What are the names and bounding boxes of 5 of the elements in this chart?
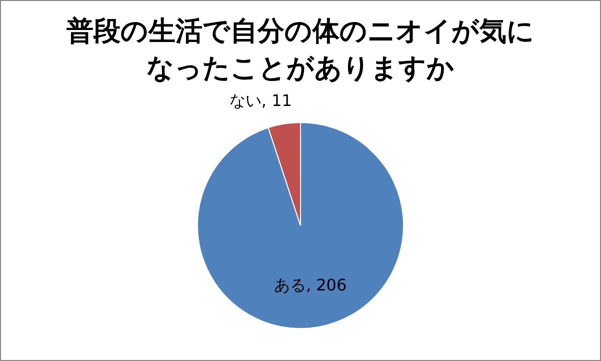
data-label: , 11 xyxy=(261,91,292,110)
slice-label: ある xyxy=(274,276,306,295)
slice-label: ない xyxy=(229,91,262,110)
chart-title: 普段の生活で自分の体のニオイが気になったことがありますか xyxy=(66,15,536,86)
data-label: , 206 xyxy=(306,276,347,295)
